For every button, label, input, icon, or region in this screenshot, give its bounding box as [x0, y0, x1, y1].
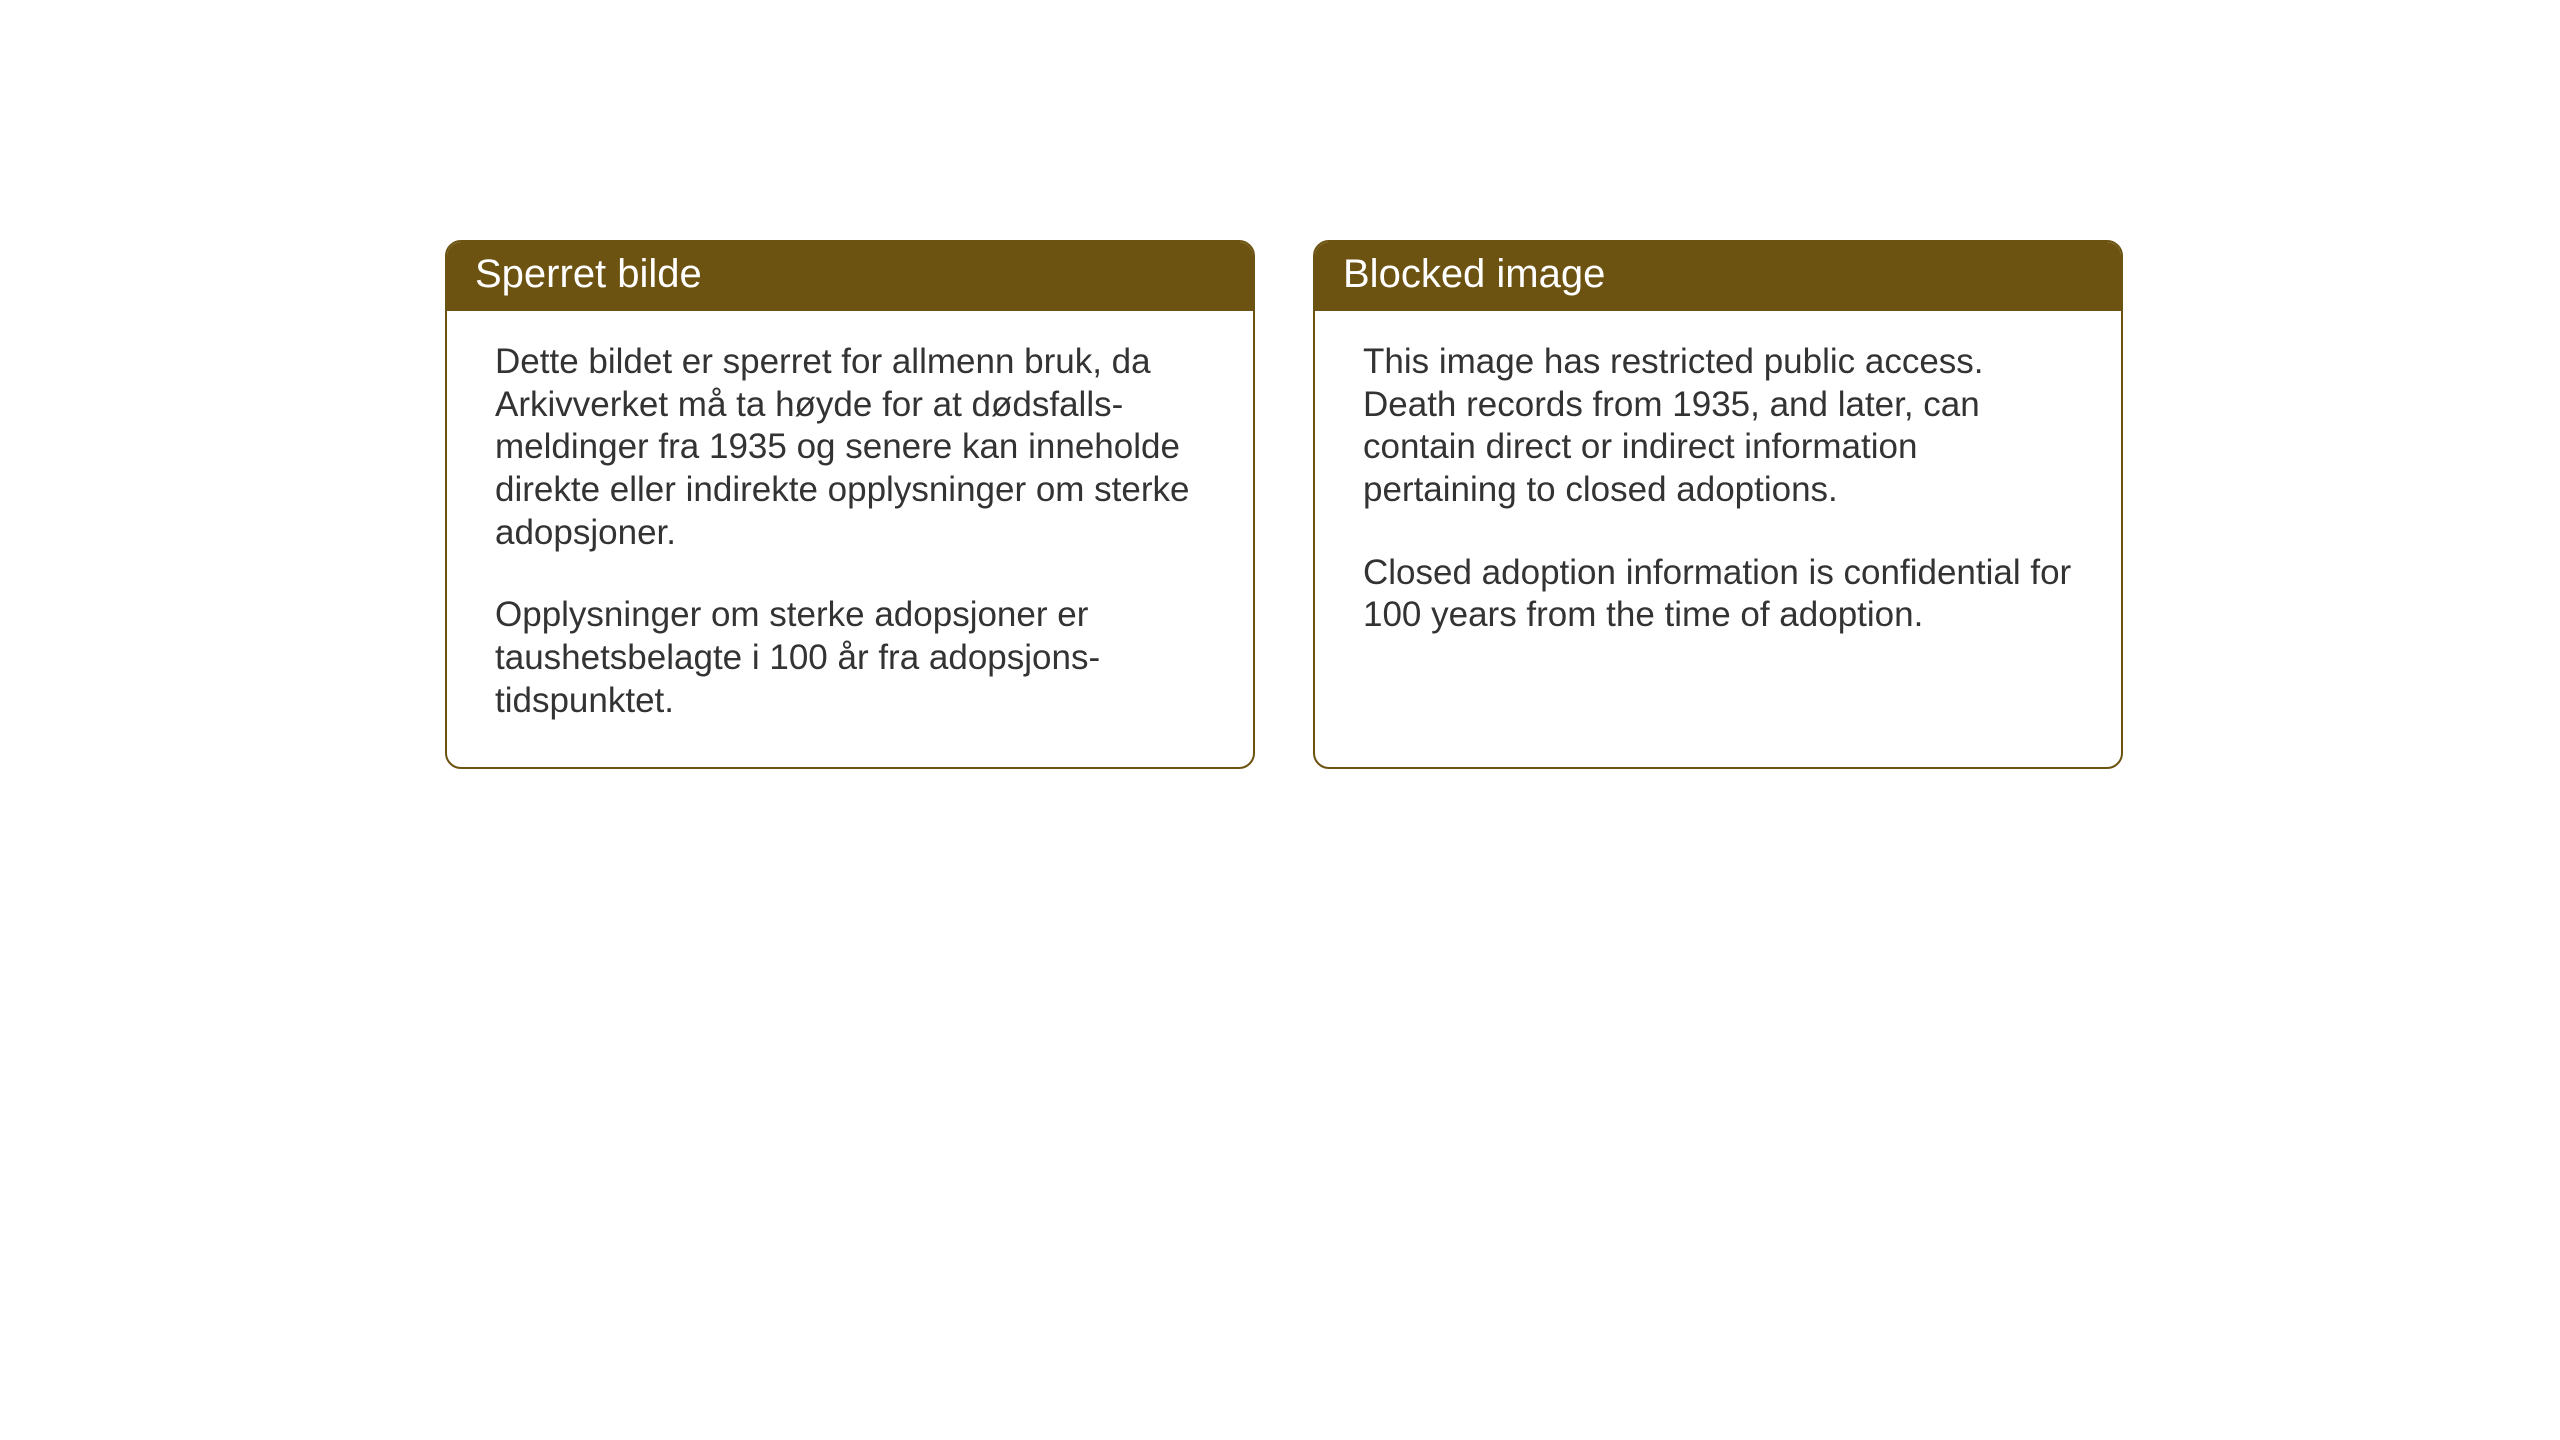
- card-body: This image has restricted public access.…: [1315, 311, 2121, 727]
- card-header: Sperret bilde: [447, 242, 1253, 311]
- notice-cards-container: Sperret bilde Dette bildet er sperret fo…: [445, 240, 2123, 769]
- card-header: Blocked image: [1315, 242, 2121, 311]
- card-title: Blocked image: [1343, 252, 1605, 296]
- card-body: Dette bildet er sperret for allmenn bruk…: [447, 311, 1253, 767]
- card-title: Sperret bilde: [475, 252, 702, 296]
- card-paragraph-1: This image has restricted public access.…: [1363, 341, 2073, 512]
- card-paragraph-2: Opplysninger om sterke adopsjoner er tau…: [495, 594, 1205, 722]
- notice-card-english: Blocked image This image has restricted …: [1313, 240, 2123, 769]
- notice-card-norwegian: Sperret bilde Dette bildet er sperret fo…: [445, 240, 1255, 769]
- card-paragraph-1: Dette bildet er sperret for allmenn bruk…: [495, 341, 1205, 554]
- card-paragraph-2: Closed adoption information is confident…: [1363, 552, 2073, 637]
